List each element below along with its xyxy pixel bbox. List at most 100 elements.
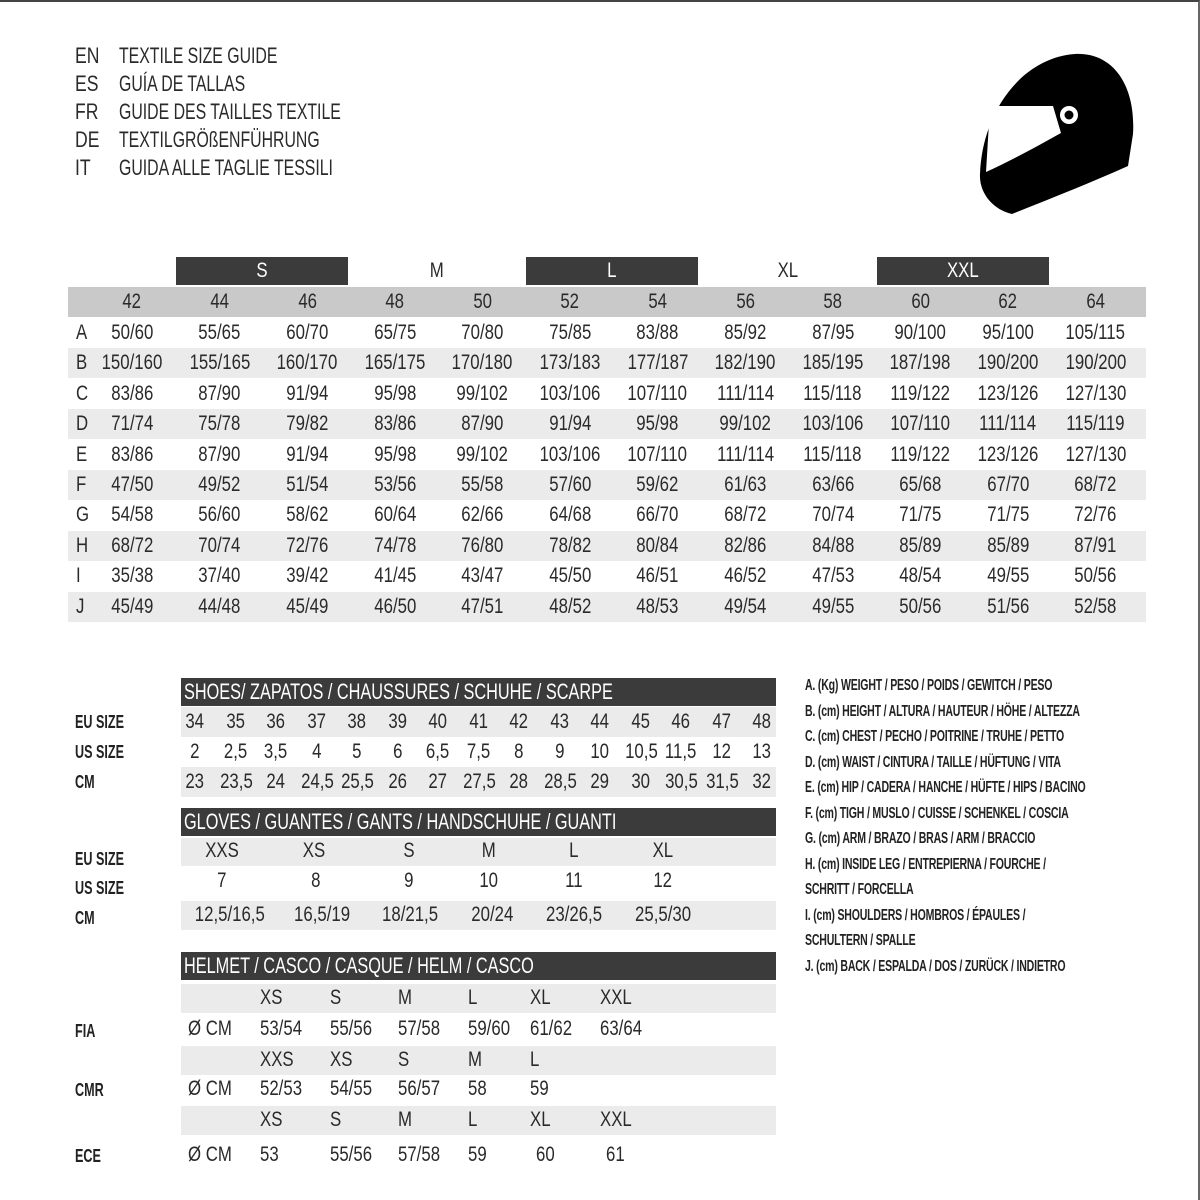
table-cell-text: 83/86 xyxy=(110,381,154,405)
table-cell-text: 37/40 xyxy=(198,564,241,588)
table-cell-text: 111/114 xyxy=(716,381,774,405)
row-id-text: A xyxy=(76,321,88,344)
table-cell-text: 79/82 xyxy=(286,412,329,436)
size-header: 62 xyxy=(964,287,1052,317)
table-cell: 45 xyxy=(621,707,661,737)
row-id-text: D xyxy=(76,412,89,436)
table-cell: 49/55 xyxy=(964,561,1052,591)
row-id-text: I xyxy=(76,564,81,588)
table-cell: 85/89 xyxy=(877,531,965,561)
table-cell: 123/126 xyxy=(964,440,1052,470)
table-cell-text: L xyxy=(569,839,579,862)
size-header-text: 46 xyxy=(297,290,317,313)
size-label: L xyxy=(530,1045,542,1075)
table-cell-text: 46/50 xyxy=(373,594,416,618)
table-cell: 60 xyxy=(536,1140,559,1170)
row-label-text: EU SIZE xyxy=(75,849,125,869)
table-cell: 68/72 xyxy=(1052,470,1140,500)
table-cell: 177/187 xyxy=(614,348,702,378)
size-header: 52 xyxy=(526,287,614,317)
row-id: C xyxy=(76,379,91,409)
table-cell-text: 99/102 xyxy=(456,381,509,405)
table-cell: 11,5 xyxy=(661,737,701,767)
size-header-text: 64 xyxy=(1086,290,1105,313)
table-cell: 24,5 xyxy=(297,767,337,797)
table-cell: S xyxy=(359,836,459,866)
table-cell: 87/90 xyxy=(439,409,527,439)
table-cell: 18/21,5 xyxy=(360,900,460,930)
table-cell-text: 103/106 xyxy=(802,412,864,436)
table-cell-text: 45/49 xyxy=(110,594,154,618)
table-cell: 6,5 xyxy=(418,737,458,767)
table-cell: 127/130 xyxy=(1052,440,1140,470)
table-cell-text: 53 xyxy=(260,1143,279,1166)
table-cell: 30 xyxy=(621,767,661,797)
table-cell: 7 xyxy=(172,866,272,896)
language-code-text: DE xyxy=(75,127,100,152)
table-cell-text: 47/53 xyxy=(811,564,854,588)
size-header-text: 50 xyxy=(473,290,492,313)
table-cell: 47/50 xyxy=(88,470,176,500)
table-cell-text: 12,5/16,5 xyxy=(194,903,266,926)
row-label: EU SIZE xyxy=(75,710,145,734)
table-cell-text: 160/170 xyxy=(276,351,338,375)
table-cell-text: 44/48 xyxy=(198,594,241,618)
size-group-label: M xyxy=(351,257,523,285)
size-header-text: 60 xyxy=(911,290,930,313)
table-cell: 59 xyxy=(530,1074,553,1104)
table-cell-text: 23/26,5 xyxy=(545,903,603,926)
table-cell: 49/54 xyxy=(701,592,789,622)
table-cell: 70/80 xyxy=(439,318,527,348)
table-cell-text: 55/58 xyxy=(461,473,504,496)
language-code-text: IT xyxy=(75,155,91,180)
table-cell-text: 51/56 xyxy=(986,594,1030,618)
size-header: 46 xyxy=(263,287,351,317)
helmet-title: HELMET / CASCO / CASQUE / HELM / CASCO xyxy=(181,952,776,980)
table-cell-text: 39 xyxy=(388,710,407,733)
size-label: XL xyxy=(530,983,556,1013)
table-cell-text: 119/122 xyxy=(890,442,951,466)
table-cell-text: 53/54 xyxy=(260,1017,303,1040)
table-cell: 29 xyxy=(580,767,620,797)
table-cell-text: 127/130 xyxy=(1065,442,1126,466)
table-cell-text: 38 xyxy=(347,710,367,733)
size-label-text: S xyxy=(398,1048,410,1071)
unit-label-text: Ø CM xyxy=(188,1017,232,1040)
table-cell: 119/122 xyxy=(877,379,965,409)
guide-title: GUÍA DE TALLAS xyxy=(119,70,294,98)
table-cell: 190/200 xyxy=(964,348,1052,378)
table-cell: 99/102 xyxy=(439,379,527,409)
table-cell: 44 xyxy=(580,707,620,737)
table-cell-text: 91/94 xyxy=(286,442,329,466)
table-cell: 70/74 xyxy=(789,500,877,530)
legend-item: A. (Kg) WEIGHT / PESO / POIDS / GEWITCH … xyxy=(805,675,1180,697)
table-cell-text: 61/63 xyxy=(724,473,767,496)
table-cell: 48/54 xyxy=(877,561,965,591)
table-cell-text: 107/110 xyxy=(627,381,688,405)
table-cell: 46 xyxy=(661,707,701,737)
table-cell: 87/90 xyxy=(176,379,264,409)
table-cell-text: 57/58 xyxy=(398,1017,441,1040)
row-id-text: B xyxy=(76,351,88,375)
language-code: DE xyxy=(75,126,106,154)
table-cell-text: 7,5 xyxy=(466,740,491,763)
legend-item-text: SCHRITT / FORCELLA xyxy=(805,881,914,898)
table-cell-text: 68/72 xyxy=(110,533,154,557)
table-cell: 71/74 xyxy=(88,409,176,439)
row-label-text: US SIZE xyxy=(75,878,125,898)
table-cell: 87/90 xyxy=(176,440,264,470)
table-cell: 25,5 xyxy=(337,767,377,797)
table-cell: 7,5 xyxy=(459,737,499,767)
legend-item-text: H. (cm) INSIDE LEG / ENTREPIERNA / FOURC… xyxy=(805,855,1046,873)
stripe-row xyxy=(68,348,1146,379)
legend-item: D. (cm) WAIST / CINTURA / TAILLE / HÜFTU… xyxy=(805,752,1193,774)
size-label-text: M xyxy=(468,1048,482,1071)
table-cell-text: 99/102 xyxy=(456,442,509,466)
table-cell: 41/45 xyxy=(351,561,439,591)
table-cell-text: 53/56 xyxy=(373,473,416,496)
table-cell-text: 50/60 xyxy=(110,321,154,344)
table-cell: XL xyxy=(613,836,713,866)
table-cell-text: 37 xyxy=(307,710,326,733)
legend-item: SCHRITT / FORCELLA xyxy=(805,879,969,901)
table-cell-text: 11,5 xyxy=(665,740,697,763)
